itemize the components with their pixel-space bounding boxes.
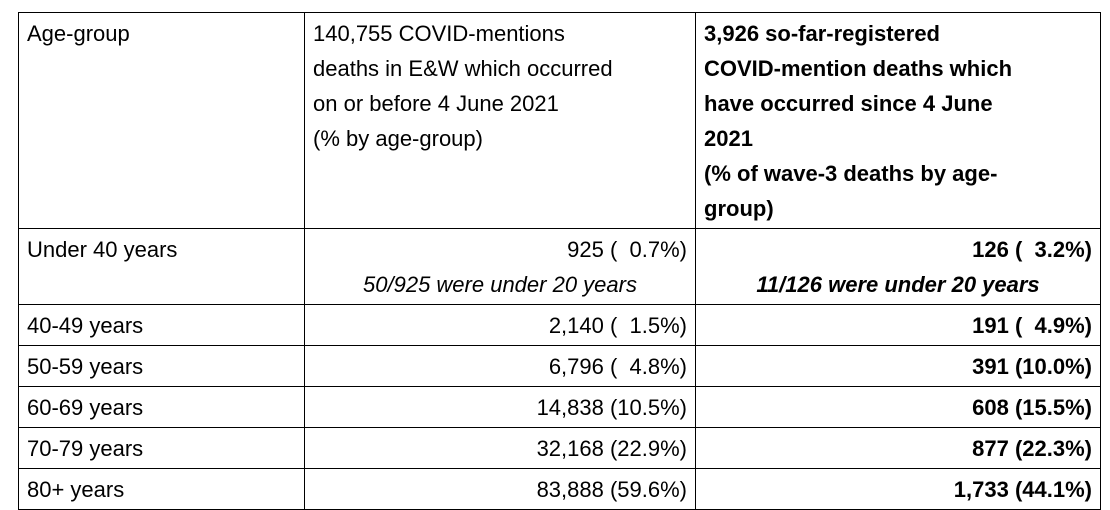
header-since-june: 3,926 so-far-registered COVID-mention de… [695,12,1101,229]
age-group-cell: 70-79 years [18,427,305,469]
since-cell: 1,733 (44.1%) [695,468,1101,510]
since-value: 877 (22.3%) [972,436,1092,461]
covid-deaths-table: Age-group 140,755 COVID-mentions deaths … [18,12,1101,510]
age-group-label: 60-69 years [27,395,144,420]
header-before-line: 140,755 COVID-mentions [313,21,565,46]
age-group-label: 40-49 years [27,313,144,338]
before-note: 50/925 were under 20 years [363,272,637,297]
since-cell: 877 (22.3%) [695,427,1101,469]
header-before-line: on or before 4 June 2021 [313,91,559,116]
table-row: 80+ years 83,888 (59.6%) 1,733 (44.1%) [18,468,1101,510]
header-since-line: have occurred since 4 June [704,91,993,116]
header-since-line: 2021 [704,126,753,151]
header-since-line: COVID-mention deaths which [704,56,1013,81]
header-age-group-label: Age-group [27,21,130,46]
header-since-line: (% of wave-3 deaths by age- [704,161,998,186]
since-cell: 608 (15.5%) [695,386,1101,428]
table-row: 70-79 years 32,168 (22.9%) 877 (22.3%) [18,427,1101,469]
age-group-label: 70-79 years [27,436,144,461]
since-cell: 391 (10.0%) [695,345,1101,387]
header-before-line: deaths in E&W which occurred [313,56,613,81]
since-note: 11/126 were under 20 years [756,272,1040,297]
age-group-cell: 50-59 years [18,345,305,387]
age-group-cell: Under 40 years [18,228,305,305]
table-row: 60-69 years 14,838 (10.5%) 608 (15.5%) [18,386,1101,428]
before-value: 83,888 (59.6%) [536,477,687,502]
before-cell: 6,796 ( 4.8%) [304,345,696,387]
since-value: 391 (10.0%) [972,354,1092,379]
since-value: 126 ( 3.2%) [972,237,1092,262]
age-group-label: Under 40 years [27,237,178,262]
before-cell: 2,140 ( 1.5%) [304,304,696,346]
since-value: 191 ( 4.9%) [972,313,1092,338]
before-value: 14,838 (10.5%) [536,395,687,420]
age-group-cell: 80+ years [18,468,305,510]
since-cell: 191 ( 4.9%) [695,304,1101,346]
before-cell: 14,838 (10.5%) [304,386,696,428]
age-group-cell: 40-49 years [18,304,305,346]
before-cell: 925 ( 0.7%) 50/925 were under 20 years [304,228,696,305]
table-row: 50-59 years 6,796 ( 4.8%) 391 (10.0%) [18,345,1101,387]
header-since-line: 3,926 so-far-registered [704,21,940,46]
age-group-label: 80+ years [27,477,125,502]
age-group-label: 50-59 years [27,354,144,379]
before-value: 2,140 ( 1.5%) [548,313,687,338]
before-value: 32,168 (22.9%) [536,436,687,461]
header-before-line: (% by age-group) [313,126,483,151]
age-group-cell: 60-69 years [18,386,305,428]
since-value: 1,733 (44.1%) [953,477,1092,502]
header-before-june: 140,755 COVID-mentions deaths in E&W whi… [304,12,696,229]
header-since-line: group) [704,196,774,221]
before-value: 6,796 ( 4.8%) [548,354,687,379]
header-row: Age-group 140,755 COVID-mentions deaths … [18,12,1101,229]
since-value: 608 (15.5%) [972,395,1092,420]
table-row: 40-49 years 2,140 ( 1.5%) 191 ( 4.9%) [18,304,1101,346]
before-cell: 32,168 (22.9%) [304,427,696,469]
before-cell: 83,888 (59.6%) [304,468,696,510]
table-row: Under 40 years 925 ( 0.7%) 50/925 were u… [18,228,1101,305]
since-cell: 126 ( 3.2%) 11/126 were under 20 years [695,228,1101,305]
before-value: 925 ( 0.7%) [567,237,687,262]
header-age-group: Age-group [18,12,305,229]
